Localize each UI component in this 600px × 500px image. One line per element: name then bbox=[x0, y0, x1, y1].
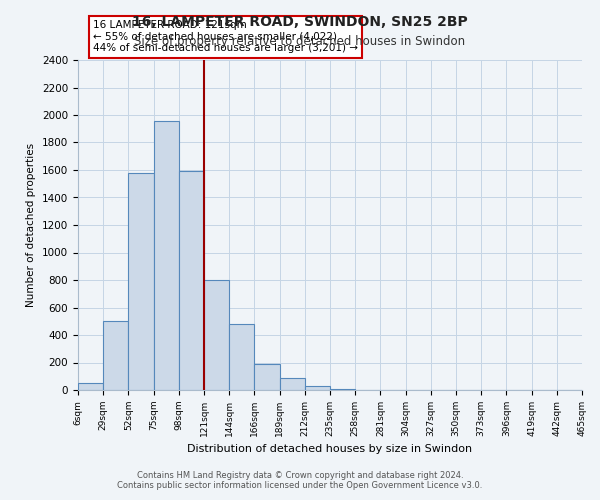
Bar bbox=[103, 322, 128, 390]
Bar bbox=[330, 388, 355, 390]
Text: Size of property relative to detached houses in Swindon: Size of property relative to detached ho… bbox=[134, 35, 466, 48]
Bar bbox=[128, 173, 154, 390]
Bar bbox=[204, 280, 229, 390]
Text: Contains HM Land Registry data © Crown copyright and database right 2024.
Contai: Contains HM Land Registry data © Crown c… bbox=[118, 470, 482, 490]
X-axis label: Distribution of detached houses by size in Swindon: Distribution of detached houses by size … bbox=[187, 444, 473, 454]
Bar bbox=[229, 324, 254, 390]
Bar bbox=[280, 378, 305, 390]
Bar bbox=[179, 172, 204, 390]
Text: 16 LAMPETER ROAD: 121sqm
← 55% of detached houses are smaller (4,022)
44% of sem: 16 LAMPETER ROAD: 121sqm ← 55% of detach… bbox=[93, 20, 358, 54]
Y-axis label: Number of detached properties: Number of detached properties bbox=[26, 143, 37, 307]
Bar bbox=[254, 364, 280, 390]
Bar bbox=[154, 120, 179, 390]
Bar bbox=[78, 383, 103, 390]
Text: 16, LAMPETER ROAD, SWINDON, SN25 2BP: 16, LAMPETER ROAD, SWINDON, SN25 2BP bbox=[132, 15, 468, 29]
Bar bbox=[305, 386, 330, 390]
